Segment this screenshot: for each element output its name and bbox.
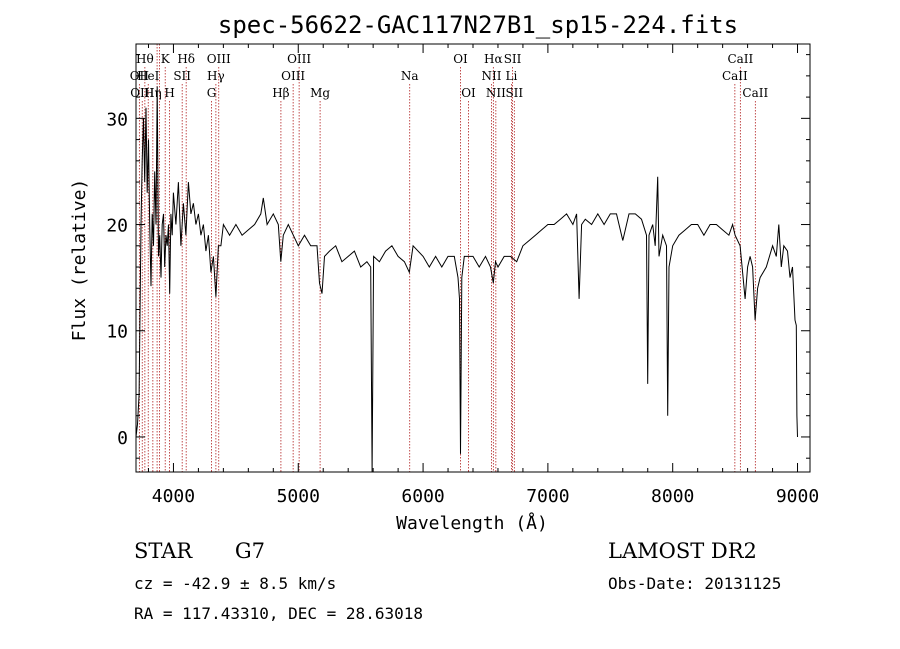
line-marker-label: Na	[401, 69, 419, 83]
line-markers	[138, 44, 756, 472]
y-axis-label: Flux (relative)	[69, 179, 90, 342]
x-tick-label: 9000	[776, 486, 819, 507]
line-marker-label: K	[161, 52, 171, 66]
object-classification: STAR G7	[134, 539, 265, 563]
line-marker-label: OIII	[207, 52, 231, 66]
survey-name: LAMOST DR2	[608, 539, 757, 563]
x-tick-label: 7000	[526, 486, 569, 507]
line-marker-label: Hη	[144, 86, 162, 100]
line-marker-label: Hα	[484, 52, 503, 66]
observation-date: Obs-Date: 20131125	[608, 574, 782, 593]
line-marker-label: OIII	[287, 52, 311, 66]
line-marker-label: OI	[453, 52, 468, 66]
line-marker-label: Li	[506, 69, 518, 83]
object-subclass: G7	[234, 539, 266, 563]
line-marker-label: HeI	[137, 69, 160, 83]
line-marker-label: CaII	[722, 69, 748, 83]
y-tick-label: 20	[106, 216, 128, 237]
line-marker-label: SII	[504, 52, 522, 66]
y-tick-label: 10	[106, 322, 128, 343]
y-tick-label: 0	[117, 428, 128, 449]
x-axis: 4000 5000 6000 7000 8000 9000	[147, 44, 819, 507]
line-marker-label: Hδ	[177, 52, 195, 66]
y-tick-label: 30	[106, 109, 128, 130]
line-marker-label: NII	[486, 86, 506, 100]
line-marker-labels: OIIOIIIHθHeIHηKHSIIHδGHγOIIIHβOIIIOIIIMg…	[130, 52, 769, 100]
x-tick-label: 6000	[401, 486, 444, 507]
chart-title: spec-56622-GAC117N27B1_sp15-224.fits	[218, 11, 738, 39]
line-marker-label: OIII	[281, 69, 305, 83]
line-marker-label: NII	[481, 69, 501, 83]
line-marker-label: SII	[505, 86, 523, 100]
line-marker-label: Mg	[310, 86, 330, 100]
line-marker-label: SII	[173, 69, 191, 83]
x-axis-label: Wavelength (Å)	[396, 512, 548, 534]
y-axis: 0 10 20 30	[106, 54, 810, 459]
line-marker-label: OI	[461, 86, 476, 100]
line-marker-label: CaII	[742, 86, 768, 100]
line-marker-label: H	[164, 86, 174, 100]
coordinates: RA = 117.43310, DEC = 28.63018	[134, 604, 423, 623]
x-tick-label: 8000	[651, 486, 694, 507]
object-type: STAR	[134, 539, 193, 563]
line-marker-label: Hγ	[207, 69, 225, 83]
x-tick-label: 5000	[277, 486, 320, 507]
plot-frame	[135, 43, 811, 473]
line-marker-label: Hβ	[272, 86, 289, 100]
redshift-velocity: cz = -42.9 ± 8.5 km/s	[134, 574, 337, 593]
line-marker-label: G	[207, 86, 217, 100]
x-tick-label: 4000	[152, 486, 195, 507]
spectrum-line	[135, 86, 798, 473]
line-marker-label: CaII	[727, 52, 753, 66]
line-marker-label: Hθ	[136, 52, 154, 66]
